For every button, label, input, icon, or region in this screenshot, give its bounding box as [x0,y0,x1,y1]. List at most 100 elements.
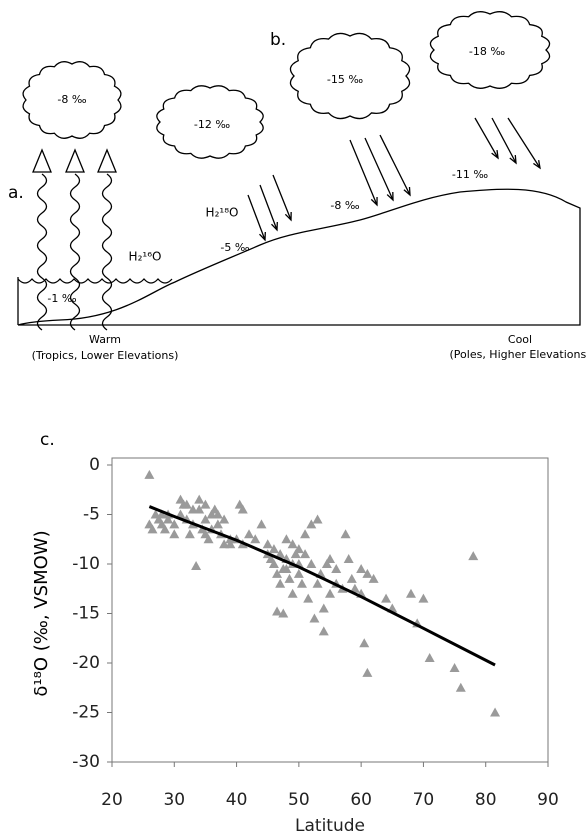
rain-arrow [491,117,517,164]
evaporation-arrow [69,173,81,331]
x-tick-label: 30 [163,790,185,810]
data-point [318,603,329,613]
region-note: (Tropics, Lower Elevations) [32,349,179,362]
arrow-head [259,231,266,242]
panel-label: b. [270,30,286,50]
surface-label: -5 ‰ [220,241,249,254]
data-point [287,539,298,549]
data-point [181,499,192,509]
isotope-label: H₂¹⁶O [129,250,162,264]
arrow-head [370,196,378,207]
data-point [244,529,255,539]
data-point [275,578,286,588]
rain-arrow [247,194,266,241]
data-point [356,563,367,573]
rain-arrow [474,117,499,159]
cloud-label: -8 ‰ [57,93,86,106]
data-point [405,588,416,598]
data-point [340,529,351,539]
isotope-label: H₂¹⁸O [206,206,239,220]
data-point [368,573,379,583]
data-point [306,519,317,529]
data-point [293,544,304,554]
data-point [284,573,295,583]
data-point [250,534,261,544]
data-point [325,554,335,564]
data-point [212,509,223,519]
data-point [468,551,479,561]
data-point [300,549,311,559]
surface-label: -8 ‰ [330,199,359,212]
diagram-shapes [17,188,581,326]
x-tick-label: 50 [288,790,310,810]
data-point [449,662,460,672]
y-tick-label: -10 [72,554,100,574]
data-point [159,524,170,534]
arrow-head [403,186,411,197]
rain-arrow [364,137,394,201]
data-point [256,519,267,529]
x-tick-label: 20 [101,790,123,810]
data-point [219,514,230,524]
y-tick-label: -15 [72,604,100,624]
arrow-head [491,149,499,160]
x-tick-label: 80 [475,790,497,810]
region-note: (Poles, Higher Elevations) [450,348,587,361]
region-label: Cool [508,333,532,346]
data-point [194,504,205,514]
data-point [306,559,317,568]
y-axis-label: δ¹⁸O (‰, VSMOW) [31,530,52,696]
data-point [346,573,357,583]
plot-frame [111,457,549,763]
evaporation-arrow [101,173,113,331]
data-point [225,539,236,549]
data-point [175,509,186,519]
rain-arrow [272,174,292,221]
data-point [262,539,273,549]
fit-line [148,505,496,667]
rain-arrow [259,184,278,231]
data-point [200,499,211,509]
data-point [349,583,360,593]
y-tick-label: -5 [83,505,100,525]
evaporation-arrow [36,173,48,331]
data-point [290,549,301,559]
cloud [289,32,411,120]
data-point [331,563,342,573]
cloud [156,85,264,159]
arrow-head [509,154,517,165]
data-point [303,593,314,603]
cloud [22,61,122,139]
arrow-head [65,148,85,173]
data-point [296,578,307,588]
rain-arrow [507,117,541,169]
x-tick-label: 70 [413,790,435,810]
x-tick-label: 90 [537,790,559,810]
clouds [22,11,551,159]
diagram-labels: a. b. -8 ‰ -12 ‰ -15 ‰ -18 ‰ -1 ‰ -5 ‰ -… [8,30,587,362]
data-point [212,519,223,529]
data-point [200,514,211,524]
data-point [272,568,283,578]
rain-arrow [379,134,411,196]
y-tick-label: -25 [72,703,100,723]
data-point [362,568,373,578]
data-point [169,519,180,529]
data-point [318,626,329,636]
cloud [429,11,551,89]
data-point [281,563,292,573]
surface-label: -1 ‰ [47,292,76,305]
water-surface [17,278,173,284]
surface-label: -11 ‰ [452,168,488,181]
data-point [359,638,370,648]
data-point [312,514,323,524]
data-point [418,593,429,603]
data-point [275,549,286,559]
data-point [362,667,373,677]
data-point [490,707,501,717]
data-point [300,529,311,539]
data-point [272,606,283,616]
data-point [293,568,304,578]
